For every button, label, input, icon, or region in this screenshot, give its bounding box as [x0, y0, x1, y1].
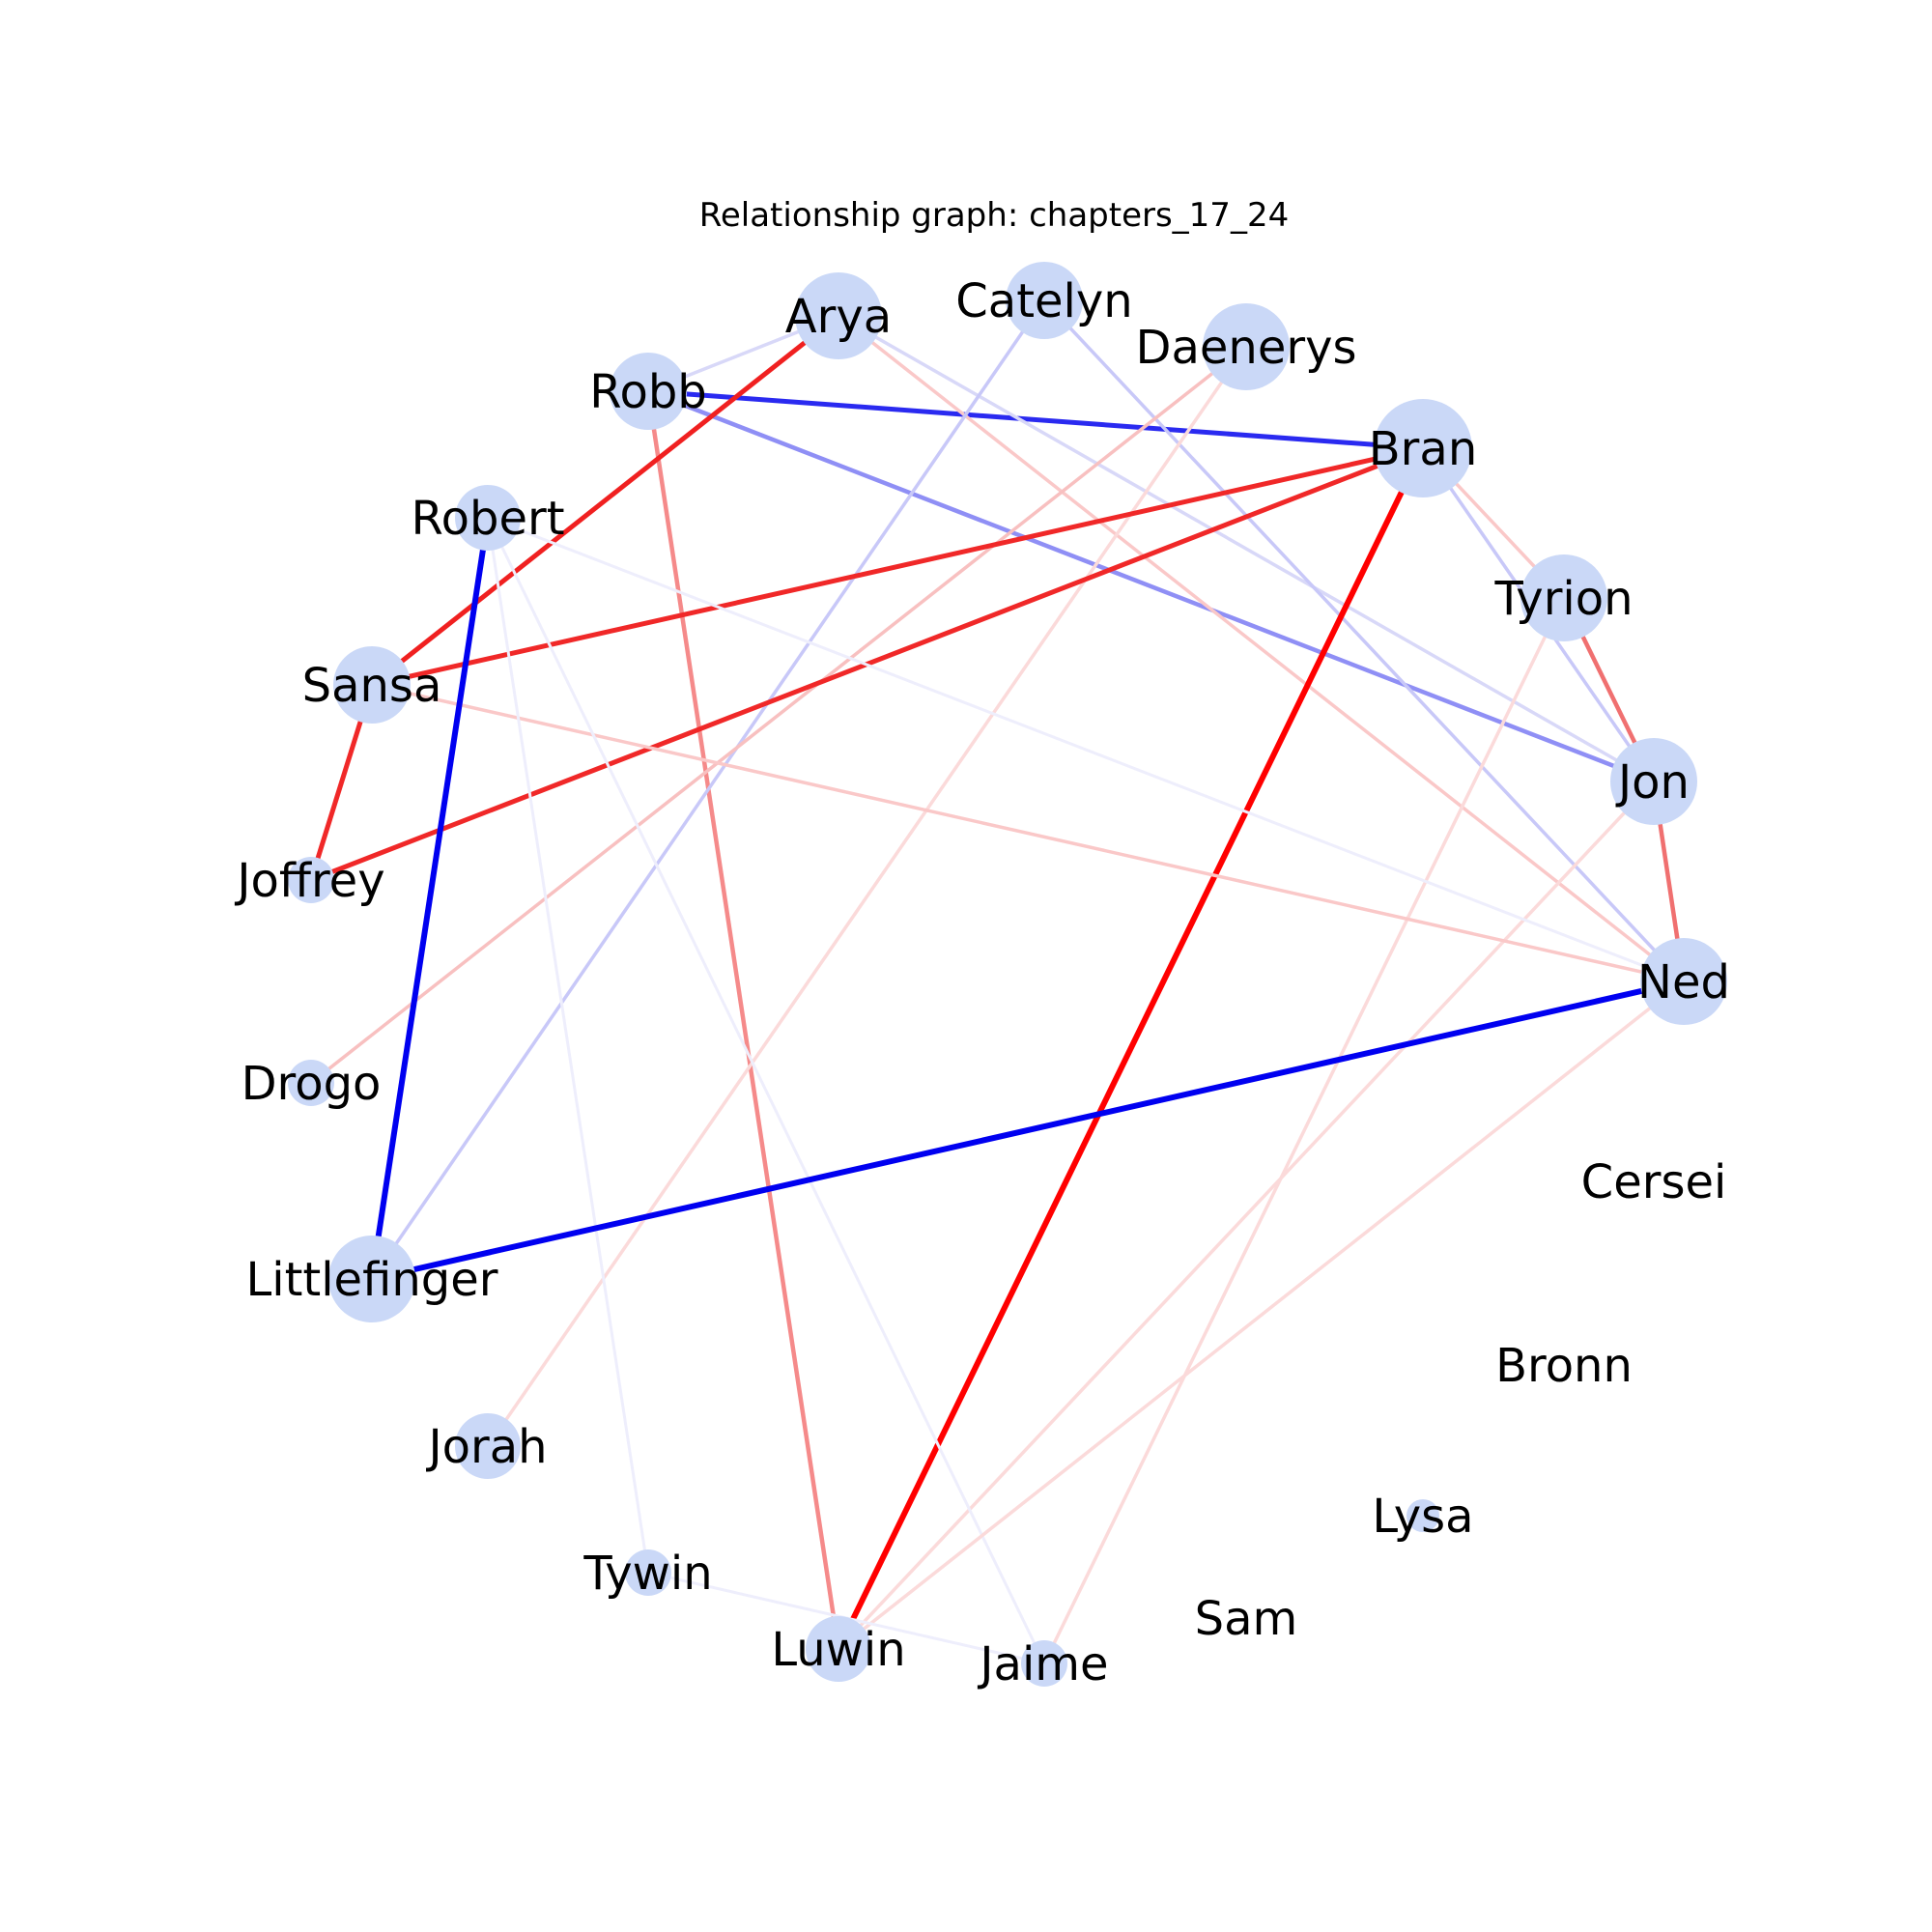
edge-arya-sansa: [370, 314, 840, 687]
node-label-catelyn: Catelyn: [955, 274, 1132, 328]
edge-bran-sansa: [371, 445, 1424, 688]
edge-jon-luwin: [837, 780, 1656, 1651]
node-label-drogo: Drogo: [242, 1057, 382, 1111]
node-label-bronn: Bronn: [1495, 1339, 1633, 1393]
edge-robert-jaime: [486, 517, 1046, 1664]
node-label-sansa: Sansa: [302, 659, 442, 713]
node-label-cersei: Cersei: [1581, 1155, 1727, 1209]
node-circle-catelyn: [1006, 262, 1083, 339]
graph-title: Relationship graph: chapters_17_24: [699, 196, 1289, 235]
edge-robb-jon: [647, 388, 1655, 784]
node-circle-joffrey: [288, 857, 334, 903]
node-circle-tyrion: [1520, 554, 1607, 641]
node-label-jon: Jon: [1615, 755, 1690, 810]
node-robb: Robb: [589, 353, 707, 430]
node-circle-jaime: [1021, 1640, 1067, 1687]
edge-ned-littlefinger: [371, 979, 1685, 1282]
edge-robb-bran: [647, 388, 1424, 451]
node-circle-luwin: [806, 1616, 871, 1682]
edge-tyrion-jaime: [1042, 597, 1566, 1664]
node-bronn: Bronn: [1495, 1339, 1633, 1393]
node-arya: Arya: [785, 272, 892, 359]
node-label-luwin: Luwin: [771, 1623, 905, 1677]
node-circle-lysa: [1406, 1499, 1439, 1532]
edge-sansa-ned: [371, 683, 1685, 983]
node-label-jorah: Jorah: [425, 1420, 547, 1474]
node-circle-robb: [610, 353, 687, 430]
node-tyrion: Tyrion: [1493, 554, 1634, 641]
edge-catelyn-littlefinger: [370, 299, 1046, 1280]
node-cersei: Cersei: [1581, 1155, 1727, 1209]
edge-robb-luwin: [645, 390, 841, 1650]
node-circle-arya: [795, 272, 882, 359]
node-sam: Sam: [1195, 1592, 1298, 1646]
node-jorah: Jorah: [425, 1413, 548, 1479]
edge-catelyn-ned: [1042, 298, 1686, 983]
node-drogo: Drogo: [242, 1057, 382, 1111]
node-circle-tywin: [625, 1549, 671, 1596]
edge-bran-luwin: [836, 446, 1426, 1651]
node-label-ned: Ned: [1637, 955, 1730, 1009]
node-circle-robert: [455, 485, 521, 551]
edge-robert-littlefinger: [369, 517, 491, 1280]
node-sansa: Sansa: [302, 646, 442, 724]
node-circle-ned: [1640, 938, 1727, 1025]
edge-arya-ned: [837, 314, 1686, 983]
node-circle-jon: [1610, 738, 1697, 825]
node-label-robb: Robb: [589, 365, 707, 419]
node-circle-drogo: [288, 1060, 334, 1106]
node-label-bran: Bran: [1369, 422, 1478, 476]
node-label-robert: Robert: [411, 492, 564, 546]
node-label-daenerys: Daenerys: [1135, 321, 1356, 375]
node-circle-jorah: [455, 1413, 521, 1479]
node-label-littlefinger: Littlefinger: [246, 1253, 498, 1307]
node-catelyn: Catelyn: [955, 262, 1133, 339]
node-label-sam: Sam: [1195, 1592, 1298, 1646]
node-lysa: Lysa: [1372, 1490, 1473, 1544]
edge-robert-tywin: [486, 517, 650, 1574]
node-label-joffrey: Joffrey: [234, 854, 384, 908]
node-joffrey: Joffrey: [234, 854, 384, 908]
edge-arya-jon: [838, 314, 1655, 783]
node-circle-littlefinger: [328, 1236, 415, 1322]
node-circle-sansa: [333, 646, 411, 724]
edge-robert-ned: [487, 516, 1685, 983]
node-jon: Jon: [1610, 738, 1697, 825]
node-tywin: Tywin: [582, 1547, 712, 1601]
node-jaime: Jaime: [977, 1637, 1108, 1691]
edge-ned-luwin: [837, 980, 1686, 1651]
node-label-arya: Arya: [785, 290, 892, 344]
node-robert: Robert: [411, 485, 565, 551]
node-circle-bran: [1374, 399, 1472, 497]
node-label-lysa: Lysa: [1372, 1490, 1473, 1544]
node-label-tywin: Tywin: [582, 1547, 712, 1601]
node-bran: Bran: [1369, 399, 1478, 497]
edge-daenerys-drogo: [309, 345, 1248, 1085]
node-daenerys: Daenerys: [1135, 303, 1357, 390]
node-ned: Ned: [1637, 938, 1730, 1025]
node-littlefinger: Littlefinger: [246, 1236, 498, 1322]
node-circle-daenerys: [1203, 303, 1290, 390]
edge-daenerys-jorah: [486, 346, 1248, 1447]
edges-layer: [308, 298, 1687, 1665]
node-luwin: Luwin: [771, 1616, 906, 1682]
node-label-jaime: Jaime: [977, 1637, 1108, 1691]
node-label-tyrion: Tyrion: [1493, 572, 1633, 626]
